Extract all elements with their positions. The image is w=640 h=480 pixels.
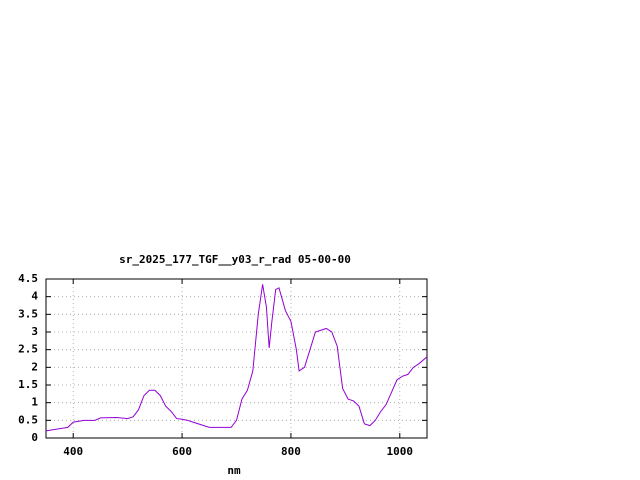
y-tick-label: 2.5 [18,343,38,356]
y-tick-label: 4.5 [18,272,38,285]
x-tick-label: 400 [63,445,83,458]
y-tick-label: 3 [31,325,38,338]
x-tick-label: 800 [281,445,301,458]
y-tick-label: 0.5 [18,413,38,426]
data-line [45,284,428,432]
x-axis-label: nm [227,464,241,477]
y-tick-label: 3.5 [18,307,38,320]
chart-title: sr_2025_177_TGF__y03_r_rad 05-00-00 [119,253,351,266]
y-tick-label: 0 [31,431,38,444]
x-tick-label: 1000 [387,445,414,458]
y-tick-label: 2 [31,360,38,373]
y-tick-label: 4 [31,290,38,303]
y-tick-label: 1 [31,396,38,409]
y-tick-label: 1.5 [18,378,38,391]
x-tick-label: 600 [172,445,192,458]
plot-border [45,278,428,439]
